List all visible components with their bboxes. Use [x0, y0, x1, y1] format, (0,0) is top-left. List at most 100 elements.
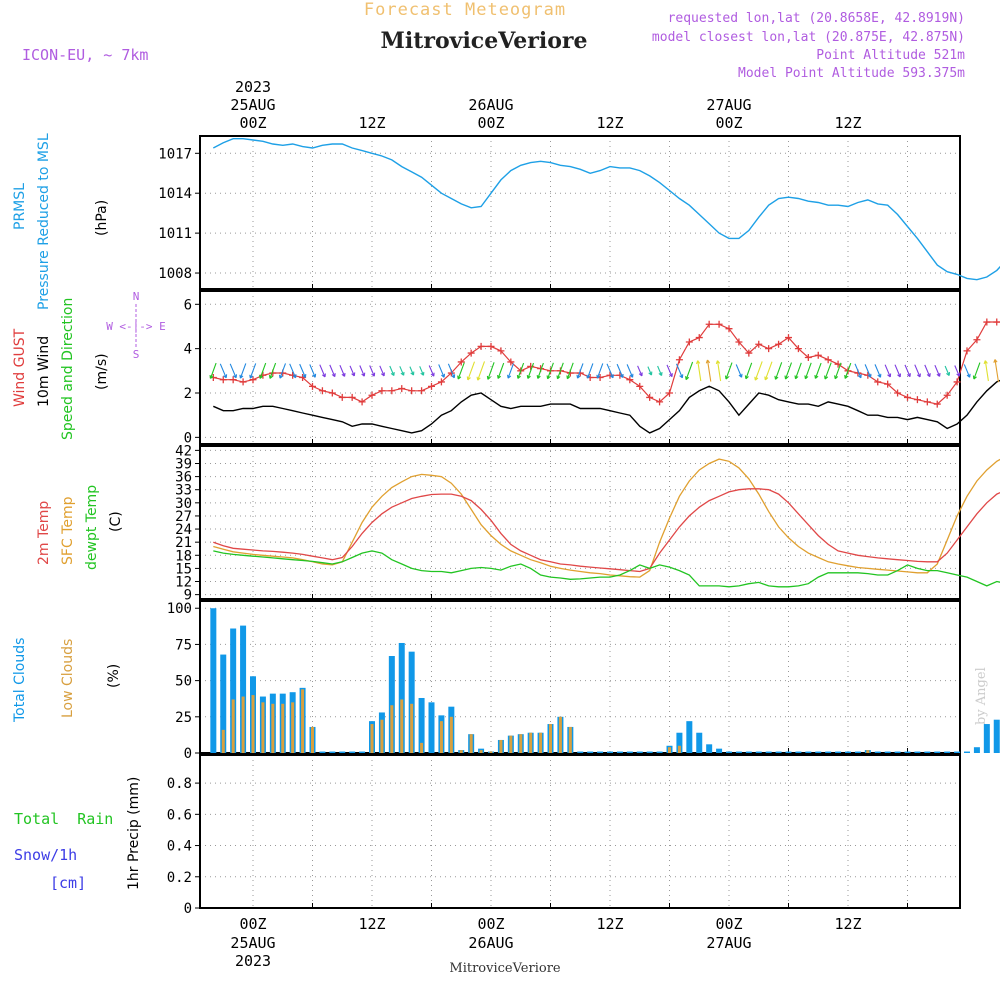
wind-arrow	[329, 364, 336, 378]
y-tick-label: 42	[175, 443, 192, 459]
total-cloud-bar	[775, 751, 782, 753]
gust-marker	[794, 345, 802, 353]
total-cloud-bar	[993, 719, 1000, 753]
wind-arrow	[566, 362, 574, 380]
model-point-altitude: Model Point Altitude 593.375m	[738, 66, 965, 81]
y-tick-label: 30	[175, 496, 192, 512]
y-tick-label: 0	[184, 746, 192, 762]
low-cloud-bar	[251, 695, 255, 753]
wind-arrow	[724, 362, 733, 380]
low-cloud-bar	[380, 719, 384, 753]
temp-dewpt-label: dewpt Temp	[84, 485, 100, 570]
total-cloud-bar	[220, 654, 227, 753]
gust-marker	[358, 398, 366, 406]
gust-marker	[368, 391, 376, 399]
wind-arrow	[794, 362, 802, 380]
wind-arrow	[824, 362, 832, 380]
wind-arrow	[606, 363, 614, 379]
wind-arrow	[914, 364, 921, 378]
total-cloud-bar	[388, 656, 395, 753]
y-tick-label: 1011	[158, 226, 192, 242]
wind-panel: 0 2 4 6	[184, 290, 1000, 446]
gust-marker	[933, 400, 941, 408]
gust-marker	[874, 378, 882, 386]
total-cloud-bar	[339, 751, 346, 753]
gust-label: Wind GUST	[12, 328, 28, 407]
y-tick-label: 0	[184, 901, 192, 917]
gust-marker	[943, 391, 951, 399]
wind-arrow	[249, 363, 257, 379]
gust-marker	[437, 378, 445, 386]
gust-marker	[428, 382, 435, 390]
wind-arrow	[904, 364, 911, 378]
gust-marker	[239, 378, 247, 386]
gust-marker	[626, 376, 634, 384]
total-cloud-bar	[904, 751, 911, 753]
location-title: MitroviceVeriore	[381, 28, 588, 54]
gust-marker	[775, 340, 783, 348]
total-cloud-bar	[805, 751, 812, 753]
low-cloud-bar	[291, 702, 295, 753]
top-tick-label: 12Z	[834, 114, 861, 132]
wind-arrow	[874, 364, 882, 378]
gust-marker	[328, 389, 336, 397]
total-cloud-bar	[616, 751, 623, 753]
wind-arrow	[864, 364, 872, 378]
gust-marker	[348, 393, 356, 401]
model-label: ICON-EU, ~ 7km	[22, 46, 148, 64]
total-cloud-bar	[706, 744, 713, 753]
gust-marker	[814, 351, 822, 359]
gust-marker	[785, 334, 792, 342]
wind-arrow	[369, 365, 376, 377]
low-cloud-bar	[568, 726, 572, 753]
wind-arrow	[419, 366, 425, 376]
total-cloud-bar	[577, 751, 584, 753]
total-cloud-bar	[230, 628, 237, 753]
temp-unit: (C)	[108, 511, 124, 532]
gust-marker	[507, 358, 515, 366]
wind-arrow	[744, 362, 753, 380]
total-cloud-bar	[954, 751, 961, 753]
dewpt-line	[213, 550, 1000, 588]
total-cloud-bar	[726, 751, 732, 753]
pressure-line	[212, 137, 1000, 281]
total-cloud-bar	[359, 751, 366, 753]
gust-marker	[894, 389, 902, 397]
wind-arrow	[576, 363, 584, 379]
y-tick-label: 0.6	[167, 807, 192, 823]
gust-marker	[675, 356, 683, 364]
wind-arrow	[389, 365, 395, 377]
bottom-day-label: 27AUG	[706, 934, 751, 952]
y-tick-label: 75	[175, 637, 192, 653]
total-cloud-bar	[597, 751, 604, 753]
total-cloud-bar	[765, 751, 772, 753]
low-cloud-bar	[459, 750, 463, 753]
wind-arrow	[359, 365, 366, 377]
bottom-tick-label: 00Z	[239, 915, 266, 933]
wind-arrow	[349, 365, 356, 377]
wind-speed-dir-label: Speed and Direction	[60, 298, 76, 440]
low-cloud-bar	[281, 703, 285, 753]
pressure-label: Pressure Reduced to MSL	[36, 133, 52, 310]
y-tick-label: 6	[184, 297, 192, 313]
y-tick-label: 36	[175, 470, 192, 486]
gust-marker	[983, 318, 991, 326]
total-cloud-bar	[745, 751, 752, 753]
gust-marker	[318, 387, 326, 395]
total-cloud-bar	[716, 748, 723, 753]
bottom-tick-label: 00Z	[477, 915, 504, 933]
wind-arrow	[834, 362, 842, 380]
total-cloud-bar	[696, 732, 703, 753]
low-cloud-bar	[519, 734, 523, 753]
low-cloud-bar	[558, 716, 562, 753]
y-tick-label: 18	[175, 548, 192, 564]
wind-arrow	[944, 365, 951, 377]
wind-arrow	[735, 364, 743, 378]
total-cloud-bar	[924, 751, 931, 753]
wind-arrow	[784, 362, 793, 380]
closest-coords: model closest lon,lat (20.875E, 42.875N)	[652, 30, 965, 45]
wind-arrow	[319, 364, 326, 378]
wind-arrow	[685, 361, 694, 381]
gust-marker	[398, 385, 406, 393]
total-cloud-bar	[408, 651, 415, 753]
